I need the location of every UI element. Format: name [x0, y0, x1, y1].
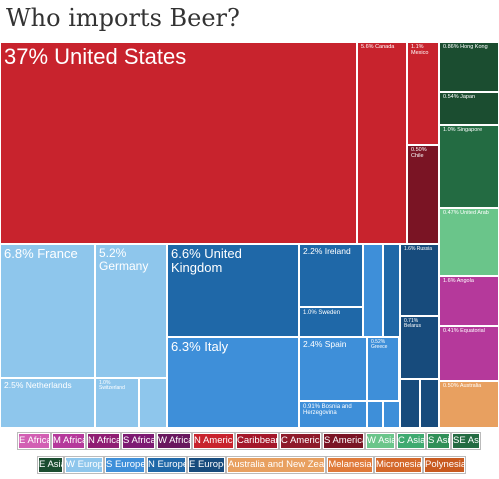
treemap-label: 0.52% Greece — [371, 339, 388, 351]
treemap-cell-belarus[interactable]: 0.71% Belarus — [400, 316, 439, 379]
treemap-label: 1.6% Russia — [404, 246, 433, 252]
treemap-cell-mexico[interactable]: 1.1% Mexico — [407, 42, 439, 145]
treemap-label: 6.3% Italy — [171, 339, 229, 354]
treemap-label: 2.4% Spain — [303, 339, 347, 349]
treemap-cell-united-kingdom[interactable]: 6.6% United Kingdom — [167, 244, 299, 337]
legend-item-n-america[interactable]: N America — [192, 432, 235, 450]
legend-item-c-asia[interactable]: C Asia — [396, 432, 426, 450]
treemap-cell-chile[interactable]: 0.50% Chile — [407, 145, 439, 244]
treemap-label: 2.2% Ireland — [303, 246, 351, 256]
treemap-cell[interactable] — [383, 401, 400, 428]
treemap-label: 0.50% Australia — [443, 383, 482, 389]
treemap-cell-equatorial-guinea[interactable]: 0.41% Equatorial — [439, 326, 499, 381]
legend-item-s-america[interactable]: S America — [322, 432, 365, 450]
treemap-cell-greece[interactable]: 0.52% Greece — [367, 337, 399, 401]
treemap-cell-russia[interactable]: 1.6% Russia — [400, 244, 439, 316]
treemap-cell-spain[interactable]: 2.4% Spain — [299, 337, 367, 401]
treemap-label: 37% United States — [4, 44, 187, 69]
treemap-label: 1.0% Singapore — [443, 127, 483, 133]
legend-item-se-asia[interactable]: SE Asia — [451, 432, 481, 450]
region-legend: E Africa M Africa N Africa S Africa W Africa… — [0, 432, 499, 477]
treemap-cell-canada[interactable]: 5.6% Canada — [357, 42, 407, 244]
legend-item-w-asia[interactable]: W Asia — [365, 432, 396, 450]
treemap-cell-bosnia-and-herzegovina[interactable]: 0.91% Bosnia and Herzegovina — [299, 401, 367, 428]
legend-item-e-africa[interactable]: E Africa — [17, 432, 51, 450]
treemap-cell-ireland[interactable]: 2.2% Ireland — [299, 244, 363, 307]
legend-item-w-europe[interactable]: W Europe — [64, 456, 104, 474]
treemap-cell[interactable] — [383, 244, 400, 337]
legend-item-n-europe[interactable]: N Europe — [146, 456, 187, 474]
treemap-label: 0.47% United Arab — [443, 210, 489, 216]
treemap-cell-switzerland[interactable]: 1.0% Switzerland — [95, 378, 139, 428]
legend-item-e-asia[interactable]: E Asia — [37, 456, 64, 474]
treemap-cell[interactable] — [363, 244, 383, 337]
treemap-label: 5.6% Canada — [361, 44, 395, 50]
legend-item-s-asia[interactable]: S Asia — [426, 432, 451, 450]
legend-item-caribbean[interactable]: Caribbean — [235, 432, 279, 450]
treemap-label: 0.41% Equatorial — [443, 328, 485, 334]
treemap-cell-france[interactable]: 6.8% France — [0, 244, 95, 378]
treemap-label: 6.8% France — [4, 246, 78, 261]
treemap-cell-australia[interactable]: 0.50% Australia — [439, 381, 499, 428]
treemap-cell[interactable] — [367, 401, 383, 428]
treemap-label: 2.5% Netherlands — [4, 380, 72, 390]
chart-title: Who imports Beer? — [6, 4, 240, 32]
treemap-cell-united-states[interactable]: 37% United States — [0, 42, 357, 244]
legend-item-micronesia[interactable]: Micronesia — [374, 456, 423, 474]
treemap-cell-sweden[interactable]: 1.0% Sweden — [299, 307, 363, 337]
legend-item-e-europe[interactable]: E Europe — [187, 456, 226, 474]
treemap-cell-italy[interactable]: 6.3% Italy — [167, 337, 299, 428]
treemap-cell[interactable] — [400, 379, 420, 428]
treemap-cell[interactable] — [420, 379, 439, 428]
legend-item-w-africa[interactable]: W Africa — [156, 432, 192, 450]
legend-item-n-africa[interactable]: N Africa — [86, 432, 121, 450]
treemap-label: 1.0% Switzerland — [99, 380, 125, 392]
treemap-label: 1.1% Mexico — [411, 44, 429, 56]
treemap-cell-hong-kong[interactable]: 0.86% Hong Kong — [439, 42, 499, 92]
treemap-label: 0.54% Japan — [443, 94, 476, 100]
treemap-label: 0.50% Chile — [411, 147, 427, 159]
treemap-cell-united-arab-emirates[interactable]: 0.47% United Arab — [439, 208, 499, 276]
legend-item-australia-and-new-zealand[interactable]: Australia and New Zealand — [226, 456, 326, 474]
treemap-label: 6.6% United Kingdom — [171, 246, 242, 275]
treemap: 37% United States 5.6% Canada 1.1% Mexico 0… — [0, 42, 499, 428]
legend-item-m-africa[interactable]: M Africa — [51, 432, 86, 450]
treemap-label: 1.0% Sweden — [303, 310, 341, 316]
treemap-label: 0.91% Bosnia and Herzegovina — [303, 404, 352, 417]
treemap-label: 5.2% Germany — [99, 246, 149, 273]
legend-item-s-africa[interactable]: S Africa — [121, 432, 156, 450]
legend-item-s-europe[interactable]: S Europe — [104, 456, 146, 474]
legend-item-polynesia[interactable]: Polynesia — [423, 456, 466, 474]
treemap-cell-angola[interactable]: 1.6% Angola — [439, 276, 499, 326]
legend-item-melanesia[interactable]: Melanesia — [326, 456, 374, 474]
treemap-cell-singapore[interactable]: 1.0% Singapore — [439, 125, 499, 208]
treemap-cell-netherlands[interactable]: 2.5% Netherlands — [0, 378, 95, 428]
treemap-cell-germany[interactable]: 5.2% Germany — [95, 244, 167, 378]
treemap-label: 0.71% Belarus — [404, 318, 421, 330]
treemap-cell-japan[interactable]: 0.54% Japan — [439, 92, 499, 125]
treemap-label: 0.86% Hong Kong — [443, 44, 488, 50]
treemap-label: 1.6% Angola — [443, 278, 474, 284]
treemap-cell[interactable] — [139, 378, 167, 428]
legend-item-c-america[interactable]: C America — [279, 432, 322, 450]
